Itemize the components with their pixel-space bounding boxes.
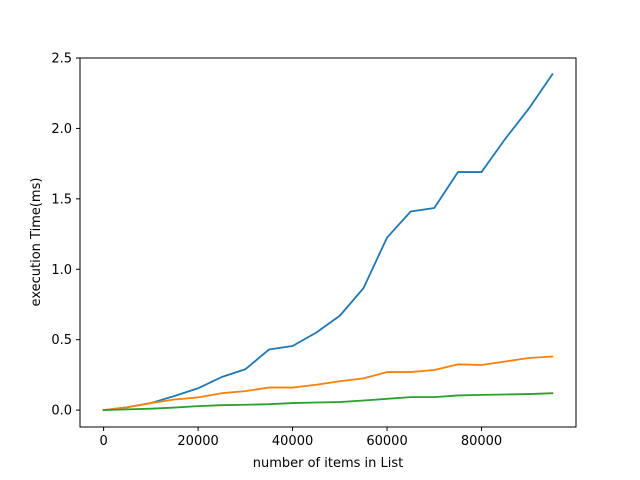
y-tick-label: 0.0 [51, 404, 72, 419]
y-tick-label: 1.0 [51, 263, 72, 278]
y-axis: 0.0 0.5 1.0 1.5 2.0 2.5 [51, 52, 80, 419]
y-tick-label: 2.5 [51, 52, 72, 67]
x-axis: 0 20000 40000 60000 80000 [99, 427, 502, 449]
x-tick-label: 40000 [272, 434, 313, 449]
x-axis-label: number of items in List [253, 456, 404, 471]
series-layer [102, 72, 554, 412]
y-axis-label: execution Time(ms) [29, 178, 44, 307]
y-tick-label: 1.5 [51, 192, 72, 207]
y-tick-label: 0.5 [51, 333, 72, 348]
x-tick-label: 80000 [461, 434, 502, 449]
x-tick-label: 60000 [366, 434, 407, 449]
plot-frame [79, 57, 577, 428]
series-line-3 [102, 392, 554, 412]
series-line-2 [102, 355, 554, 412]
x-tick-label: 0 [99, 434, 107, 449]
x-tick-label: 20000 [177, 434, 218, 449]
y-tick-label: 2.0 [51, 122, 72, 137]
series-line-1 [102, 72, 554, 412]
